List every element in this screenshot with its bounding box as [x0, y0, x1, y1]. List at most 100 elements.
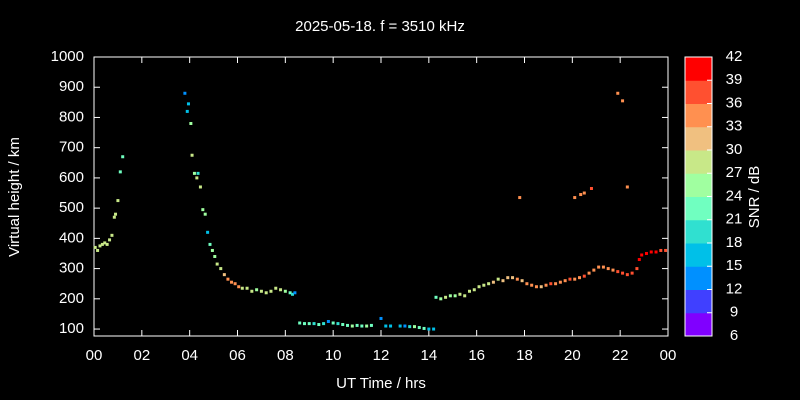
point	[518, 196, 522, 200]
point	[582, 191, 586, 195]
point	[592, 268, 596, 272]
point	[93, 245, 97, 249]
point	[506, 276, 510, 280]
point	[100, 242, 104, 246]
x-tick-label: 06	[229, 347, 246, 364]
point	[534, 285, 538, 289]
colorbar-swatch	[685, 173, 712, 197]
point	[233, 282, 237, 286]
point	[341, 323, 345, 327]
colorbar-swatch	[685, 126, 712, 151]
point	[403, 324, 407, 328]
colorbar-label: SNR / dB	[746, 166, 763, 229]
point	[558, 280, 562, 284]
point	[222, 273, 226, 277]
point	[640, 253, 644, 257]
point	[625, 273, 629, 277]
point	[412, 325, 416, 329]
point	[190, 153, 194, 157]
point	[195, 176, 199, 180]
point	[578, 276, 582, 280]
point	[616, 91, 620, 95]
x-tick-label: 14	[420, 347, 437, 364]
point	[279, 288, 283, 292]
point	[112, 215, 116, 219]
x-tick-label: 20	[564, 347, 581, 364]
point	[439, 297, 443, 301]
point	[259, 289, 263, 293]
point	[432, 327, 436, 331]
point	[379, 316, 383, 320]
point	[350, 324, 354, 328]
point	[293, 291, 297, 295]
y-tick-label: 800	[59, 108, 84, 125]
point	[307, 322, 311, 326]
point	[589, 186, 593, 190]
point	[283, 289, 287, 293]
point	[477, 285, 481, 289]
point	[360, 324, 364, 328]
point	[336, 322, 340, 326]
x-tick-label: 16	[468, 347, 485, 364]
colorbar-tick-label: 12	[726, 280, 743, 297]
point	[189, 122, 193, 126]
point	[346, 323, 350, 327]
point	[369, 323, 373, 327]
colorbar-tick-label: 42	[726, 48, 743, 65]
point	[198, 185, 202, 189]
point	[579, 193, 583, 197]
point	[326, 319, 330, 323]
y-tick-label: 600	[59, 169, 84, 186]
point	[219, 267, 223, 271]
point	[467, 289, 471, 293]
point	[255, 288, 259, 292]
point	[511, 276, 515, 280]
x-tick-label: 12	[373, 347, 390, 364]
point	[118, 170, 122, 174]
colorbar-swatch	[685, 80, 712, 104]
point	[496, 277, 500, 281]
point	[601, 265, 605, 269]
y-tick-label: 500	[59, 199, 84, 216]
point	[654, 250, 658, 254]
chart-title: 2025-05-18. f = 3510 kHz	[295, 18, 465, 35]
point	[116, 199, 120, 203]
point	[237, 285, 241, 289]
x-tick-label: 04	[181, 347, 198, 364]
point	[444, 295, 448, 299]
colorbar-tick-label: 21	[726, 211, 743, 228]
point	[203, 212, 207, 216]
point	[317, 323, 321, 327]
point	[625, 185, 629, 189]
point	[185, 109, 189, 113]
x-tick-label: 02	[133, 347, 150, 364]
point	[121, 155, 125, 159]
colorbar-tick-label: 39	[726, 71, 743, 88]
colorbar-swatch	[685, 196, 712, 221]
colorbar-swatch	[685, 57, 712, 81]
point	[103, 241, 107, 245]
point	[463, 294, 467, 298]
point	[192, 171, 196, 175]
point	[434, 295, 438, 299]
point	[186, 102, 190, 106]
point	[245, 286, 249, 290]
y-tick-label: 1000	[51, 48, 84, 65]
point	[520, 279, 524, 283]
point	[659, 248, 663, 252]
point	[448, 294, 452, 298]
colorbar-swatch	[685, 312, 712, 337]
point	[515, 277, 519, 281]
point	[105, 242, 109, 246]
point	[539, 285, 543, 289]
point	[96, 248, 100, 252]
point	[573, 277, 577, 281]
colorbar-tick-label: 9	[730, 304, 738, 321]
colorbar-tick-label: 36	[726, 94, 743, 111]
point	[621, 99, 625, 103]
point	[108, 238, 112, 242]
point	[501, 279, 505, 283]
point	[291, 292, 295, 296]
point	[183, 91, 187, 95]
